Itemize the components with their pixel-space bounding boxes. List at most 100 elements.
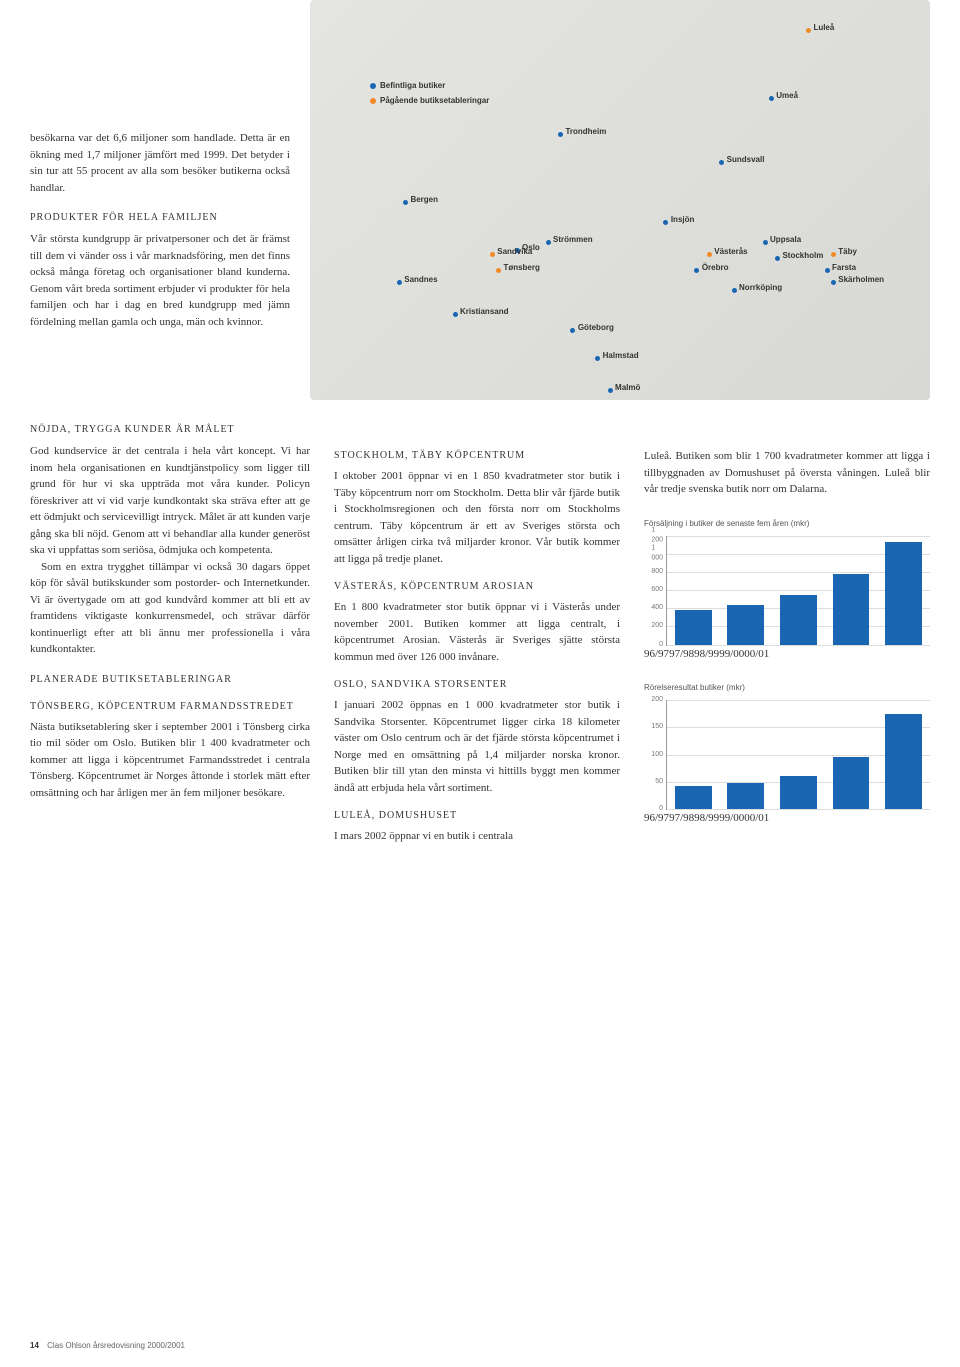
text-columns: nöjda, trygga kunder är målet God kundse… — [30, 408, 930, 845]
city-label-västerås: Västerås — [714, 246, 747, 258]
col2-p3: I januari 2002 öppnas en 1 000 kvadratme… — [334, 697, 620, 796]
chart-bar — [675, 610, 712, 645]
city-dot-kristiansand — [453, 312, 458, 317]
chart-ylabel: 400 — [651, 603, 667, 614]
chart-sales-xlabels: 96/9797/9898/9999/0000/01 — [644, 646, 930, 663]
col2-p1: I oktober 2001 öppnar vi en 1 850 kvadra… — [334, 468, 620, 567]
chart-bar — [727, 783, 764, 809]
chart-bars — [667, 700, 930, 809]
h-tonsberg: tönsberg, köpcentrum farmandsstredet — [30, 699, 310, 714]
col2-p4: I mars 2002 öppnar vi en butik i central… — [334, 828, 620, 845]
city-dot-sandvika — [490, 252, 495, 257]
chart-ylabel: 0 — [659, 639, 667, 650]
city-label-skärholmen: Skärholmen — [838, 274, 884, 286]
city-dot-stockholm — [775, 256, 780, 261]
chart-ylabel: 200 — [651, 695, 667, 706]
city-label-örebro: Örebro — [702, 262, 729, 274]
city-label-umeå: Umeå — [776, 90, 798, 102]
chart-bars — [667, 536, 930, 645]
chart-ylabel: 50 — [655, 777, 667, 788]
city-label-kristiansand: Kristiansand — [460, 306, 508, 318]
col2-p2: En 1 800 kvadratmeter stor butik öppnar … — [334, 599, 620, 665]
city-dot-luleå — [806, 28, 811, 33]
city-dot-trondheim — [558, 132, 563, 137]
chart-bar — [727, 605, 764, 644]
city-label-tønsberg: Tønsberg — [503, 262, 539, 274]
h-products: produkter för hela familjen — [30, 210, 290, 225]
col1-p2: Som en extra trygghet tillämpar vi också… — [30, 559, 310, 658]
legend-existing: Befintliga butiker — [370, 80, 489, 92]
city-dot-sandnes — [397, 280, 402, 285]
city-label-insjön: Insjön — [671, 214, 695, 226]
chart-bar — [833, 574, 870, 645]
city-dot-göteborg — [570, 328, 575, 333]
chart-xlabel: 00/01 — [744, 812, 769, 824]
chart-result-xlabels: 96/9797/9898/9999/0000/01 — [644, 810, 930, 827]
city-dot-bergen — [403, 200, 408, 205]
chart-xlabel: 97/98 — [669, 648, 694, 660]
city-label-strömmen: Strömmen — [553, 234, 593, 246]
intro-para-1: besökarna var det 6,6 miljoner som handl… — [30, 130, 290, 196]
h-nojda: nöjda, trygga kunder är målet — [30, 422, 310, 437]
city-label-halmstad: Halmstad — [603, 350, 639, 362]
city-label-stockholm: Stockholm — [782, 250, 823, 262]
column-3: Luleå. Butiken som blir 1 700 kvadratmet… — [644, 408, 930, 845]
chart-ylabel: 1 200 — [651, 525, 667, 546]
chart-ylabel: 100 — [651, 749, 667, 760]
column-2: stockholm, täby köpcentrum I oktober 200… — [334, 408, 620, 845]
city-dot-sundsvall — [719, 160, 724, 165]
chart-ylabel: 600 — [651, 585, 667, 596]
chart-ylabel: 200 — [651, 621, 667, 632]
city-dot-farsta — [825, 268, 830, 273]
legend-dot-planned-icon — [370, 98, 376, 104]
col1-p3: Nästa butiksetablering sker i september … — [30, 719, 310, 802]
page-number: 14 — [30, 1341, 39, 1350]
column-1: nöjda, trygga kunder är målet God kundse… — [30, 408, 310, 845]
chart-result-title: Rörelseresultat butiker (mkr) — [644, 682, 930, 694]
city-label-norrköping: Norrköping — [739, 282, 782, 294]
chart-xlabel: 98/99 — [694, 648, 719, 660]
city-label-sundsvall: Sundsvall — [727, 154, 765, 166]
chart-result: Rörelseresultat butiker (mkr) 0501001502… — [644, 682, 930, 827]
chart-bar — [780, 595, 817, 644]
city-label-trondheim: Trondheim — [565, 126, 606, 138]
chart-ylabel: 1 000 — [651, 543, 667, 564]
legend-dot-existing-icon — [370, 83, 376, 89]
city-label-täby: Täby — [838, 246, 857, 258]
chart-result-plot: 050100150200 — [666, 700, 930, 810]
chart-bar — [675, 786, 712, 809]
chart-bar — [885, 714, 922, 809]
city-label-malmö: Malmö — [615, 382, 640, 394]
chart-xlabel: 00/01 — [744, 648, 769, 660]
col1-p1: God kundservice är det centrala i hela v… — [30, 443, 310, 559]
h-oslo: oslo, sandvika storsenter — [334, 677, 620, 692]
city-label-farsta: Farsta — [832, 262, 856, 274]
h-plan: planerade butiksetableringar — [30, 672, 310, 687]
chart-gridline — [667, 809, 930, 810]
footer-text: Clas Ohlson årsredovisning 2000/2001 — [47, 1341, 185, 1350]
chart-xlabel: 98/99 — [694, 812, 719, 824]
city-label-sandnes: Sandnes — [404, 274, 437, 286]
city-dot-skärholmen — [831, 280, 836, 285]
chart-ylabel: 800 — [651, 567, 667, 578]
city-dot-tønsberg — [496, 268, 501, 273]
chart-ylabel: 150 — [651, 722, 667, 733]
chart-sales-title: Försäljning i butiker de senaste fem åre… — [644, 518, 930, 530]
chart-bar — [833, 757, 870, 809]
h-vasteras: västerås, köpcentrum arosian — [334, 579, 620, 594]
city-dot-uppsala — [763, 240, 768, 245]
footer: 14 Clas Ohlson årsredovisning 2000/2001 — [30, 1340, 185, 1352]
h-stockholm: stockholm, täby köpcentrum — [334, 448, 620, 463]
legend-planned-label: Pågående butiksetableringar — [380, 95, 489, 107]
chart-ylabel: 0 — [659, 804, 667, 815]
top-left-column: besökarna var det 6,6 miljoner som handl… — [30, 0, 310, 400]
city-dot-umeå — [769, 96, 774, 101]
chart-xlabel: 99/00 — [719, 812, 744, 824]
city-dot-örebro — [694, 268, 699, 273]
chart-gridline — [667, 645, 930, 646]
city-dot-strömmen — [546, 240, 551, 245]
city-dot-malmö — [608, 388, 613, 393]
city-label-bergen: Bergen — [410, 194, 438, 206]
city-dot-halmstad — [595, 356, 600, 361]
h-lulea: luleå, domushuset — [334, 808, 620, 823]
